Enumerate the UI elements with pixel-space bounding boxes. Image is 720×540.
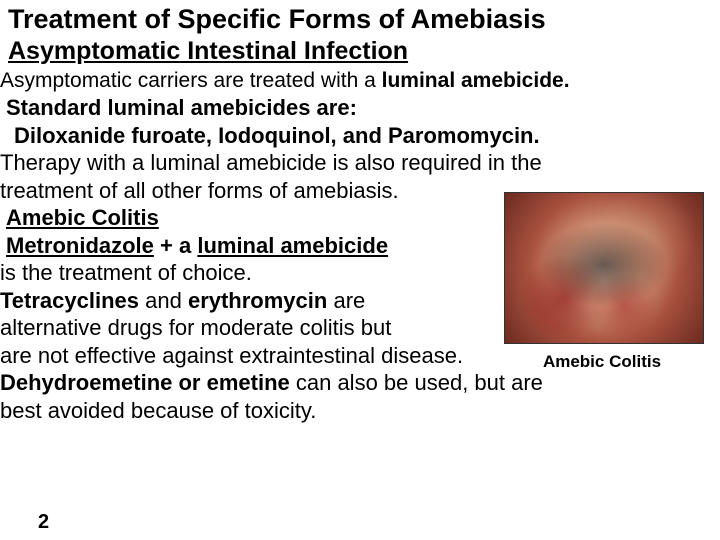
text-line: best avoided because of toxicity. [0,397,714,425]
text-drugs: Diloxanide furoate, Iodoquinol, and Paro… [14,122,714,150]
text-standard-intro: Standard luminal amebicides are: [6,94,714,122]
text-line: Therapy with a luminal amebicide is also… [0,149,714,177]
term-luminal-amebicide: luminal amebicide [197,233,388,258]
image-caption: Amebic Colitis [502,352,702,372]
page-number: 2 [38,511,49,534]
term-emetine: Dehydroemetine or emetine [0,370,290,395]
slide-title: Treatment of Specific Forms of Amebiasis [8,4,714,35]
term-metronidazole: Metronidazole [6,233,154,258]
text: are [327,288,365,313]
text: Asymptomatic carriers are treated with a [0,69,382,92]
text: + a [154,233,197,258]
term-tetracyclines: Tetracyclines [0,288,139,313]
text-line: Asymptomatic carriers are treated with a… [0,68,714,94]
term-luminal-amebicide: luminal amebicide. [382,69,570,92]
section-asymptomatic: Asymptomatic Intestinal Infection [8,37,714,66]
text: and [139,288,188,313]
term-erythromycin: erythromycin [188,288,327,313]
text: can also be used, but are [290,370,543,395]
image-amebic-colitis [504,192,704,344]
text-line: Dehydroemetine or emetine can also be us… [0,369,714,397]
